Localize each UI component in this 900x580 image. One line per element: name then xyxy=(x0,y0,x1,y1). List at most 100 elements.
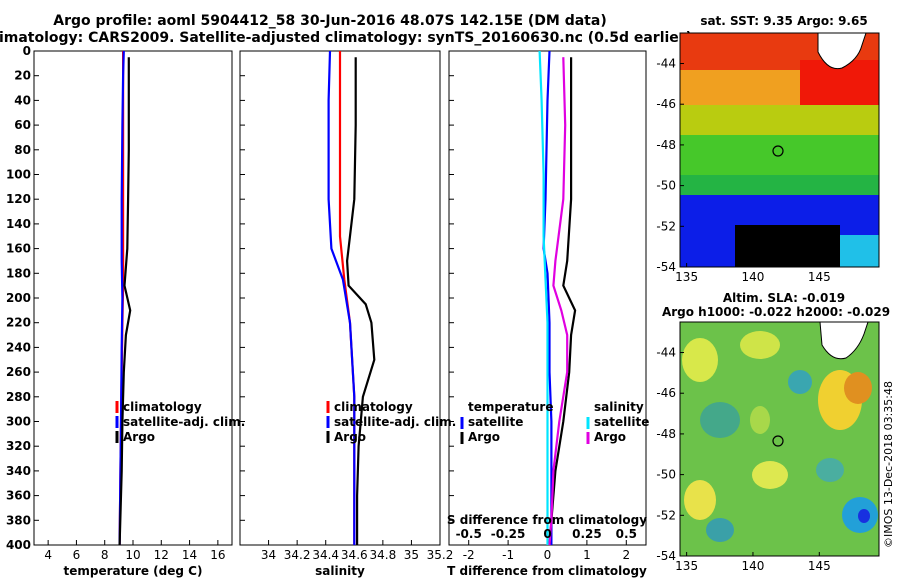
series-line-climatology xyxy=(338,51,356,545)
salinity-legend: climatology satellite-adj. clim. Argo xyxy=(326,400,456,444)
sla-map-title: Altim. SLA: -0.019 xyxy=(723,291,845,305)
x-tick-label-2: 0.5 xyxy=(616,527,637,541)
legend-label-climatology: climatology xyxy=(123,400,202,414)
legend-title-salinity: salinity xyxy=(594,400,644,414)
difference-plot: -2 -1 0 1 2 -0.5 -0.25 0 0.25 0.5 xyxy=(449,50,637,562)
title-line-1: Argo profile: aoml 5904412_58 30-Jun-201… xyxy=(53,13,606,29)
x-tick-label: 35 xyxy=(404,548,419,562)
x-tick-label: 10 xyxy=(125,548,140,562)
salinity-plot: 34 34.2 34.4 34.6 34.8 35 35.2 xyxy=(240,50,454,562)
x-tick-label: -2 xyxy=(463,548,475,562)
map-x-tick-label: 140 xyxy=(742,270,765,284)
y-tick-label: 60 xyxy=(14,118,31,132)
y-tick-label: 200 xyxy=(6,291,31,305)
series-line-t-argo xyxy=(548,57,577,546)
y-tick-label: 120 xyxy=(6,192,31,206)
y-tick-label: 260 xyxy=(6,365,31,379)
map-y-tick-label: -52 xyxy=(656,508,676,522)
temperature-legend: climatology satellite-adj. clim. Argo xyxy=(115,400,245,444)
temperature-xlabel: temperature (deg C) xyxy=(64,564,203,578)
y-tick-label: 400 xyxy=(6,538,31,552)
sla-map-image xyxy=(680,322,879,556)
series-line-satellite-adj-clim- xyxy=(327,50,356,545)
series-line-s-satellite xyxy=(538,50,549,545)
y-tick-label: 340 xyxy=(6,464,31,478)
map-x-tick-label: 135 xyxy=(675,559,698,573)
legend-label-satellite: satellite-adj. clim. xyxy=(334,415,456,429)
x-tick-label: -1 xyxy=(502,548,514,562)
x-tick-label: 34.6 xyxy=(341,548,368,562)
x-tick-label: 34 xyxy=(261,548,276,562)
legend-label-s-argo: Argo xyxy=(594,430,626,444)
y-tick-label: 100 xyxy=(6,168,31,182)
sst-map-axes: 135 140 145 -44 -46 -48 -50 -52 -54 xyxy=(656,57,830,284)
legend-label-argo: Argo xyxy=(334,430,366,444)
temperature-plot: 4 6 8 10 12 14 1602040608010012014016018020022… xyxy=(6,44,226,562)
map-y-tick-label: -46 xyxy=(656,97,676,111)
x-tick-label: 1 xyxy=(583,548,591,562)
map-y-tick-label: -50 xyxy=(656,179,676,193)
map-y-tick-label: -48 xyxy=(656,427,676,441)
series-line-argo xyxy=(345,57,376,545)
map-x-tick-label: 135 xyxy=(675,270,698,284)
legend-label-t-argo: Argo xyxy=(468,430,500,444)
sla-map-subtitle: Argo h1000: -0.022 h2000: -0.029 xyxy=(662,305,890,319)
series-line-argo xyxy=(118,57,132,546)
x-tick-label: 35.2 xyxy=(427,548,454,562)
credit-text: ©IMOS 13-Dec-2018 03:35:48 xyxy=(882,381,895,548)
x-tick-label: 34.4 xyxy=(312,548,339,562)
x-tick-label: 14 xyxy=(182,548,197,562)
map-y-tick-label: -54 xyxy=(656,260,676,274)
sla-argo-marker xyxy=(772,435,784,447)
difference-legend: temperature satellite Argo salinity sate… xyxy=(460,400,649,444)
series-line-s-argo xyxy=(548,57,569,546)
x-tick-label-2: -0.25 xyxy=(491,527,526,541)
legend-label-climatology: climatology xyxy=(334,400,413,414)
x-tick-label: 6 xyxy=(73,548,81,562)
x-tick-label-2: 0 xyxy=(543,527,551,541)
temperature-panel xyxy=(33,50,233,546)
x-tick-label: 8 xyxy=(101,548,109,562)
y-tick-label: 380 xyxy=(6,513,31,527)
map-y-tick-label: -52 xyxy=(656,219,676,233)
y-tick-label: 320 xyxy=(6,439,31,453)
legend-label-s-satellite: satellite xyxy=(594,415,649,429)
sst-map-frame xyxy=(679,32,880,268)
legend-label-argo: Argo xyxy=(123,430,155,444)
map-y-tick-label: -44 xyxy=(656,57,676,71)
sst-map-title: sat. SST: 9.35 Argo: 9.65 xyxy=(700,14,867,28)
map-x-tick-label: 145 xyxy=(808,559,831,573)
y-tick-label: 360 xyxy=(6,489,31,503)
legend-label-satellite: satellite-adj. clim. xyxy=(123,415,245,429)
y-tick-label: 0 xyxy=(23,44,31,58)
x-tick-label: 34.8 xyxy=(369,548,396,562)
map-y-tick-label: -54 xyxy=(656,549,676,563)
map-y-tick-label: -44 xyxy=(656,346,676,360)
map-x-tick-label: 145 xyxy=(808,270,831,284)
sst-map-image xyxy=(680,33,879,267)
difference-xlabel-2: S difference from climatology xyxy=(447,513,647,527)
y-tick-label: 180 xyxy=(6,266,31,280)
map-y-tick-label: -46 xyxy=(656,386,676,400)
y-tick-label: 220 xyxy=(6,316,31,330)
difference-xlabel: T difference from climatology xyxy=(447,564,647,578)
map-y-tick-label: -48 xyxy=(656,138,676,152)
y-tick-label: 280 xyxy=(6,390,31,404)
y-tick-label: 160 xyxy=(6,242,31,256)
y-tick-label: 140 xyxy=(6,217,31,231)
x-tick-label-2: 0.25 xyxy=(572,527,602,541)
legend-title-temperature: temperature xyxy=(468,400,553,414)
x-tick-label: 4 xyxy=(44,548,52,562)
title-line-2: Climatology: CARS2009. Satellite-adjuste… xyxy=(0,30,692,46)
x-tick-label: 2 xyxy=(622,548,630,562)
y-tick-label: 80 xyxy=(14,143,31,157)
sla-map-frame xyxy=(679,321,880,557)
sst-argo-marker xyxy=(772,145,784,157)
y-tick-label: 20 xyxy=(14,69,31,83)
y-tick-label: 40 xyxy=(14,93,31,107)
salinity-xlabel: salinity xyxy=(315,564,365,578)
x-tick-label: 34.2 xyxy=(284,548,311,562)
map-x-tick-label: 140 xyxy=(742,559,765,573)
series-line-satellite-adj-clim- xyxy=(118,50,125,546)
